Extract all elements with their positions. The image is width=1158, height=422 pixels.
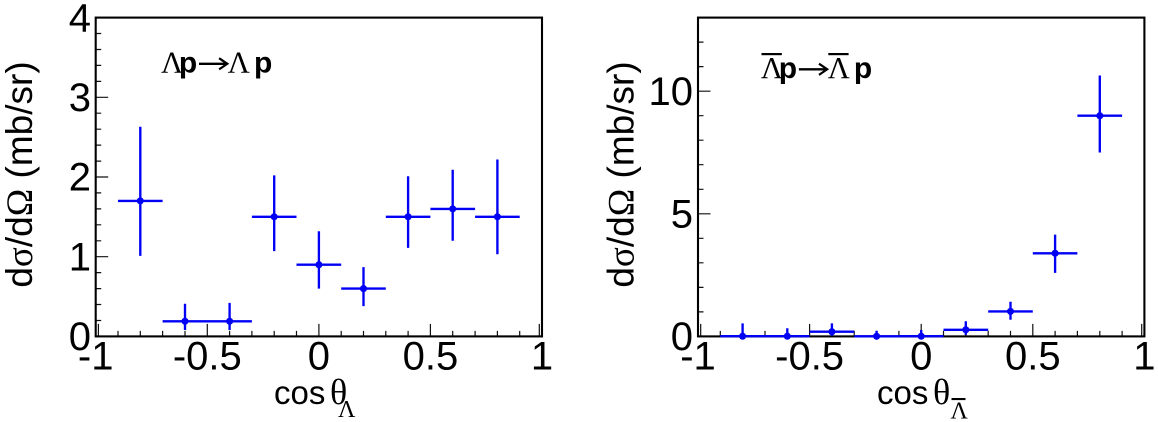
svg-text:10: 10	[649, 70, 694, 114]
svg-text:4: 4	[69, 0, 91, 40]
svg-text:p: p	[854, 52, 872, 85]
svg-text:1: 1	[1133, 335, 1155, 379]
svg-text:Λ: Λ	[761, 51, 783, 85]
svg-text:5: 5	[671, 193, 693, 237]
svg-text:dσ/dΩ (mb/sr): dσ/dΩ (mb/sr)	[0, 61, 41, 287]
svg-text:2: 2	[69, 156, 91, 200]
svg-text:0.5: 0.5	[403, 335, 459, 379]
svg-text:0.5: 0.5	[1005, 335, 1061, 379]
svg-text:Λ: Λ	[161, 46, 183, 80]
svg-text:p: p	[254, 47, 272, 80]
svg-text:-0.5: -0.5	[173, 335, 242, 379]
svg-text:1: 1	[531, 335, 553, 379]
svg-text:p: p	[179, 47, 197, 80]
svg-text:0: 0	[69, 315, 91, 359]
svg-text:cos: cos	[877, 374, 928, 411]
svg-text:0: 0	[308, 335, 330, 379]
svg-text:Λ: Λ	[951, 399, 969, 422]
svg-text:dσ/dΩ (mb/sr): dσ/dΩ (mb/sr)	[601, 61, 643, 287]
svg-text:θ: θ	[933, 372, 950, 412]
svg-text:-1: -1	[680, 335, 716, 379]
svg-text:-1: -1	[78, 335, 114, 379]
svg-text:θ: θ	[330, 372, 347, 412]
svg-text:0: 0	[910, 335, 932, 379]
svg-text:p: p	[779, 52, 797, 85]
svg-text:1: 1	[69, 235, 91, 279]
svg-text:Λ: Λ	[338, 397, 356, 422]
svg-text:0: 0	[671, 315, 693, 359]
svg-text:cos: cos	[274, 374, 325, 411]
svg-text:-0.5: -0.5	[775, 335, 844, 379]
svg-text:Λ: Λ	[228, 46, 250, 80]
svg-text:Λ: Λ	[828, 51, 850, 85]
svg-text:3: 3	[69, 76, 91, 120]
